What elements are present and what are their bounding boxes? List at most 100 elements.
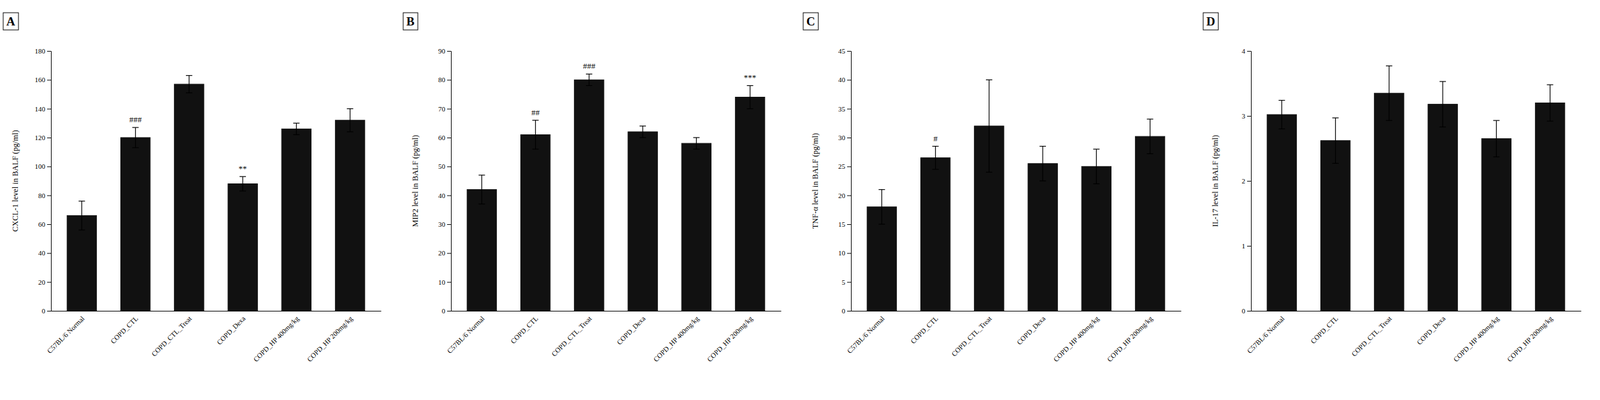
x-tick: COPD_CTL [1308,314,1340,346]
y-tick-mark [847,50,851,52]
y-tick-label: 2 [1242,177,1246,185]
error-bar-cap [985,171,993,173]
x-axis-line [851,310,1182,312]
figure: 020406080100120140160180C57BL/6 NormalCO… [0,0,1600,400]
annotation: ## [531,107,541,118]
panel-label: D [1203,12,1219,30]
y-axis: 020406080100120140160180 [35,47,52,315]
error-bar-line [1496,120,1497,157]
y-tick-label: 0 [842,307,846,315]
error-bar-cap [1147,118,1154,120]
error-bar-line [588,73,590,86]
error-bar-cap [692,149,700,150]
y-tick: 10 [838,249,851,257]
y-axis-title: IL-17 level in BALF (pg/ml) [1210,135,1220,227]
y-tick-label: 60 [38,220,46,229]
x-tick-label: COPD_HP 200mg/kg [1105,314,1155,364]
bar [735,97,765,311]
error-bar-cap [185,92,193,93]
y-tick-mark [847,108,851,110]
error-bar-line [296,122,297,135]
bar [574,79,604,311]
y-tick-label: 90 [438,47,446,55]
y-tick-mark [47,50,51,52]
y-tick: 25 [838,162,851,171]
bar [681,143,711,311]
bar [1535,103,1565,311]
error-bar-line [1042,146,1044,181]
error-bar [1147,119,1154,154]
y-tick-label: 15 [838,220,846,229]
annotation: ### [129,114,143,125]
y-tick: 45 [838,47,851,55]
error-bar [78,201,85,230]
error-bar-cap [747,108,754,109]
y-tick: 90 [438,47,451,55]
bar [120,137,150,311]
error-bar-line [349,108,351,132]
error-bar [1439,81,1446,127]
error-bar-cap [1385,120,1393,122]
error-bar-line [242,176,244,192]
x-tick: COPD_HP 400mg/kg [1451,314,1501,364]
y-tick-mark [47,282,51,283]
error-bar-cap [1332,163,1339,164]
y-tick-mark [47,137,51,139]
x-tick-label: COPD_HP 200mg/kg [1505,314,1555,364]
x-tick-label: COPD_HP 400mg/kg [1051,314,1101,364]
error-bar-cap [1439,126,1446,128]
x-tick: COPD_CTL [108,314,140,346]
error-bar-cap [747,85,754,86]
y-tick: 60 [438,133,451,142]
error-bar-cap [1039,145,1046,147]
error-bar-line [881,189,883,225]
y-tick-label: 3 [1242,112,1246,120]
error-bar-cap [1332,117,1339,118]
bar [335,120,365,311]
error-bar-line [935,146,936,170]
marks [66,75,365,311]
y-tick: 15 [838,220,851,229]
error-bar-line [642,126,644,138]
y-tick-mark [447,224,451,225]
y-tick-mark [447,195,451,197]
x-tick: C57BL/6 Normal [1245,314,1286,355]
error-bar-cap [185,75,193,76]
error-bar-cap [292,122,300,124]
y-axis-title: CXCL-1 level in BALF (pg/ml) [10,129,20,232]
error-bar [747,85,754,109]
x-tick: COPD_Dexa [1415,314,1448,347]
x-tick: C57BL/6 Normal [45,314,86,355]
error-bar-cap [1547,84,1554,85]
marks [466,73,765,311]
y-tick-mark [447,79,451,81]
error-bar [478,175,485,204]
annotation: *** [743,72,757,83]
y-tick-mark [847,282,851,283]
panel: 0102030405060708090C57BL/6 NormalCOPD_CT… [403,12,782,364]
x-tick-label: COPD_CTL [508,314,540,346]
error-bar [585,73,593,86]
y-tick: 30 [838,133,851,142]
x-tick-label: COPD_Dexa [615,314,648,347]
bar [1481,138,1511,311]
y-axis-line [447,51,452,312]
y-tick: 180 [35,47,52,55]
y-tick-mark [447,282,451,283]
x-tick: COPD_CTL_Treat [549,314,593,358]
error-bar [692,137,700,150]
x-tick-label: COPD_HP 200mg/kg [705,314,755,364]
error-bar [239,176,246,192]
y-tick-mark [1247,310,1251,312]
y-tick: 0 [442,307,452,315]
y-tick-label: 20 [838,191,846,200]
error-bar-cap [932,145,939,147]
panel-label-text: C [806,14,816,29]
x-tick: C57BL/6 Normal [445,314,486,355]
x-tick: C57BL/6 Normal [845,314,886,355]
bar [281,128,311,311]
x-tick: COPD_HP 200mg/kg [305,314,355,364]
error-bar-line [135,127,136,148]
y-tick-mark [447,166,451,167]
y-tick-mark [447,310,451,312]
